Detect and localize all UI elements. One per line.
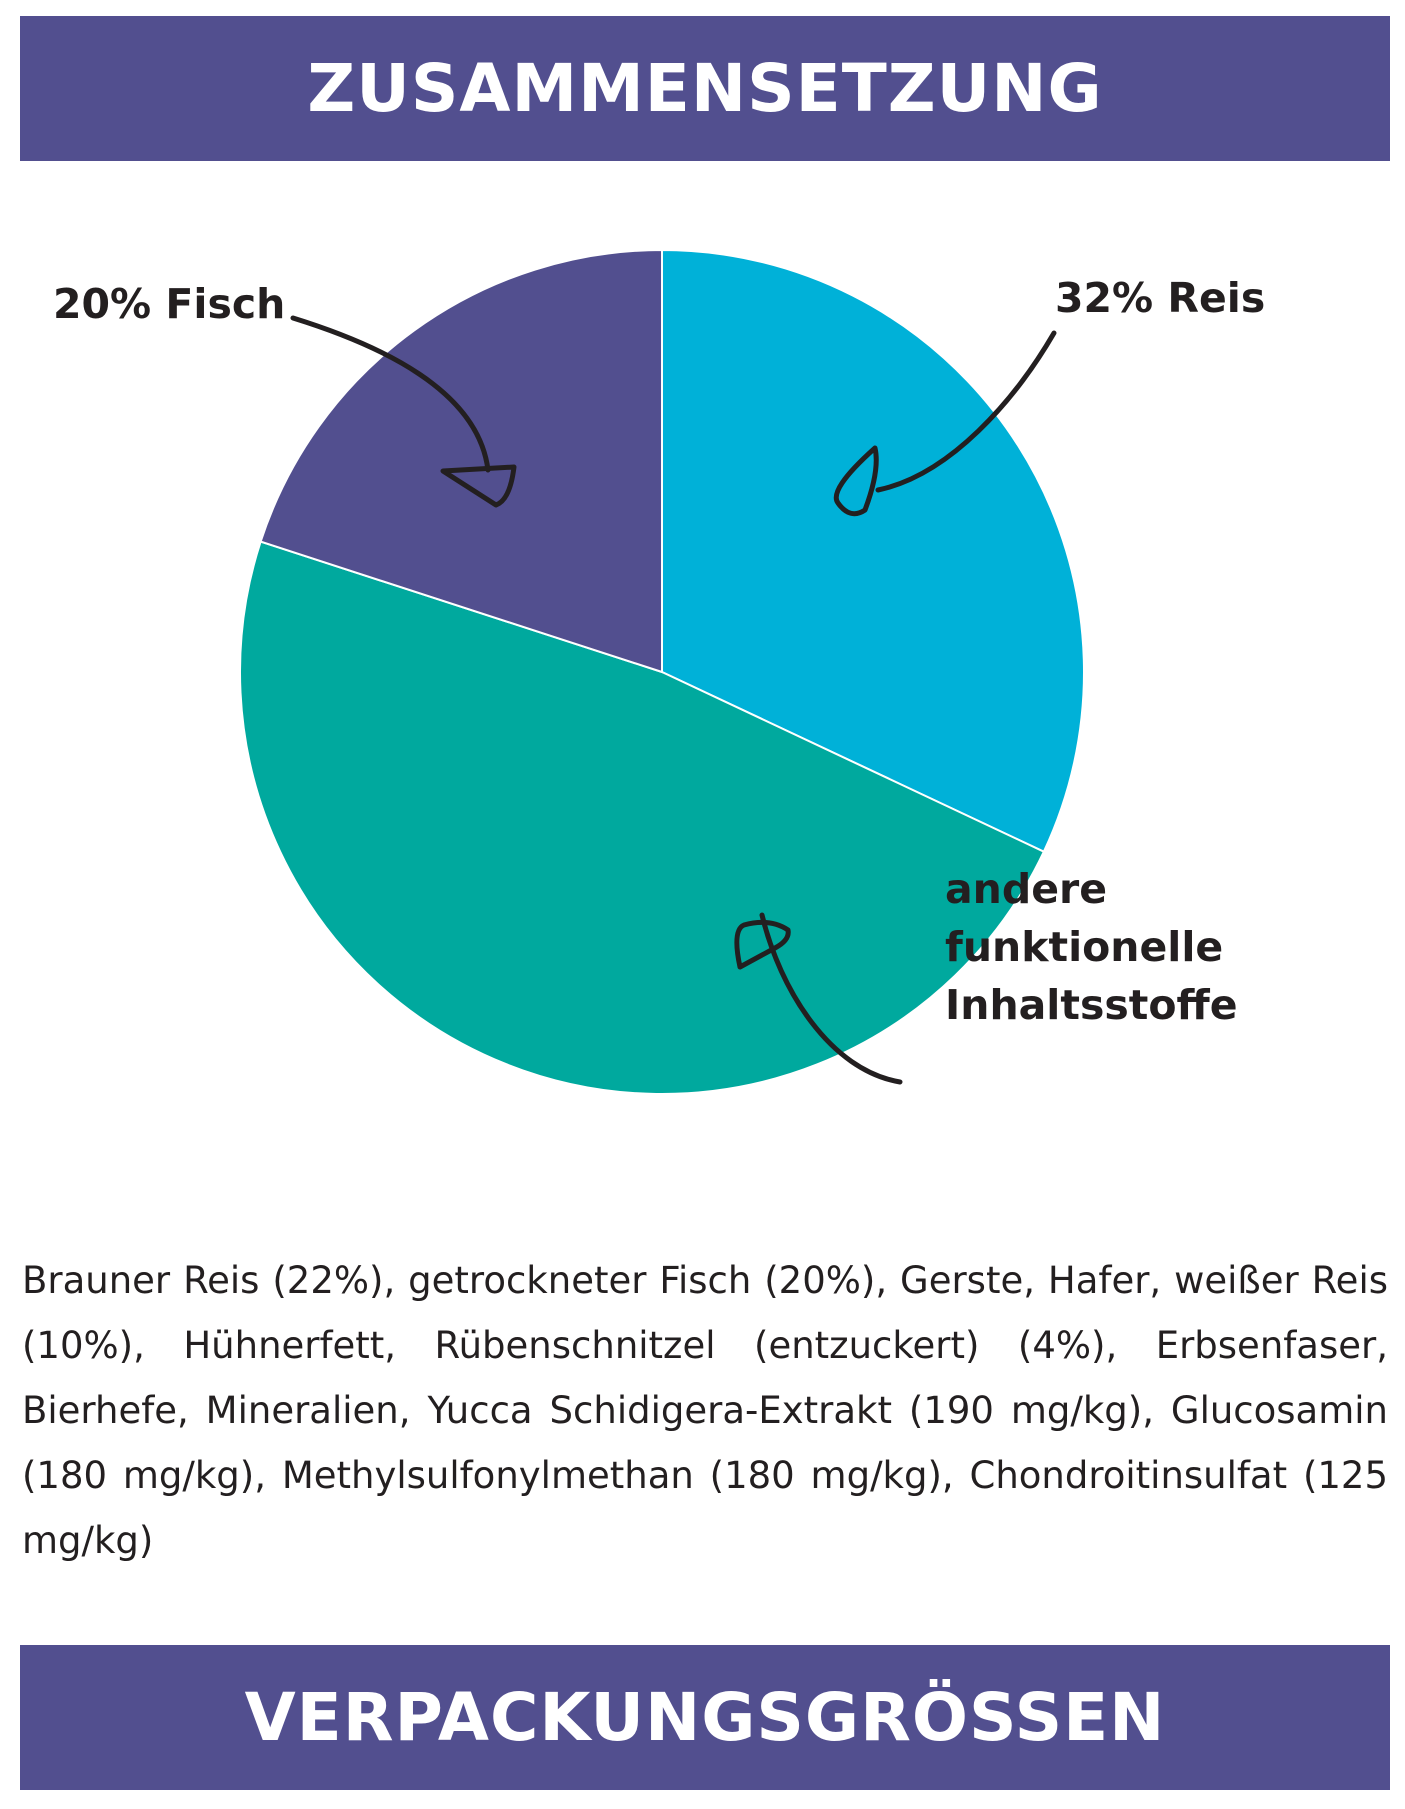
pie-slice-2 [259,248,663,674]
pie-slice-0 [661,248,1086,854]
pie-slices [239,248,1086,1096]
arrow-head-andere [734,919,791,970]
composition-pie-chart: 20% Fisch 32% Reis andere funktionelle I… [53,248,1265,1096]
ingredients-text: Brauner Reis (22%), getrockneter Fisch (… [22,1259,1388,1562]
slice-label-andere-line3: Inhaltsstoffe [945,981,1238,1029]
section-title-package-sizes: VERPACKUNGSGRÖSSEN [244,1679,1166,1756]
slice-label-andere-line1: andere [945,865,1107,913]
slice-label-reis: 32% Reis [1055,274,1265,322]
arrow-fisch [290,315,491,473]
arrow-head-fisch [440,464,517,508]
arrow-andere [759,912,903,1085]
arrow-reis [875,330,1057,493]
slice-label-andere-line2: funktionelle [945,923,1223,971]
section-title: ZUSAMMENSETZUNG [307,50,1103,127]
arrow-head-reis [833,445,879,517]
slice-label-andere: andere funktionelle Inhaltsstoffe [945,865,1238,1029]
section-header-composition: ZUSAMMENSETZUNG [20,16,1390,161]
slice-label-fisch: 20% Fisch [53,280,285,328]
pie-slice-1 [239,540,1046,1096]
section-header-package-sizes: VERPACKUNGSGRÖSSEN [20,1645,1390,1790]
